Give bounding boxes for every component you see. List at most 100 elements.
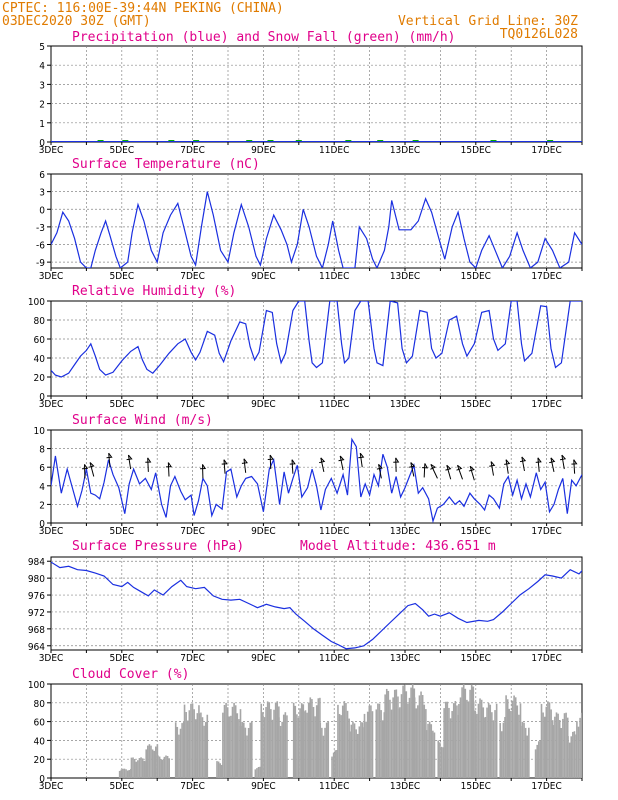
cloud-bar xyxy=(123,768,126,778)
cloud-bar xyxy=(141,758,144,778)
cloud-bar xyxy=(356,733,359,778)
wind-arrow-head xyxy=(520,456,527,463)
cloud-bar xyxy=(279,725,282,778)
wind-arrow xyxy=(147,457,149,472)
y-tick-label: 2 xyxy=(39,100,45,111)
wind-arrow xyxy=(243,458,247,473)
cloud-bar xyxy=(506,699,509,778)
x-tick-label: 13DEC xyxy=(390,399,420,410)
cloud-bar xyxy=(178,734,180,778)
cloud-bar xyxy=(514,697,517,778)
cloud-bar xyxy=(538,741,540,778)
y-tick-label: 6 xyxy=(39,463,45,474)
cloud-bar xyxy=(489,704,492,778)
cloud-bar xyxy=(186,720,189,778)
cloud-title: Cloud Cover (%) xyxy=(72,667,189,682)
cloud-bar xyxy=(140,757,142,778)
wind-arrow-head xyxy=(468,465,475,472)
wind-arrow xyxy=(127,454,132,470)
cloud-bar xyxy=(278,717,280,778)
cloud-bar xyxy=(158,756,161,778)
cloud-bar xyxy=(325,722,328,778)
wind-arrow-head xyxy=(289,459,296,465)
cloud-bar xyxy=(315,705,318,778)
model-altitude: Model Altitude: 436.651 m xyxy=(300,539,496,554)
cloud-bar xyxy=(375,709,378,778)
cloud-bar xyxy=(430,724,433,778)
panel-plot-area xyxy=(51,437,582,523)
y-tick-label: 5 xyxy=(39,42,45,53)
cloud-bar xyxy=(573,731,576,778)
cloud-bar xyxy=(225,702,227,778)
cloud-bar xyxy=(393,689,396,778)
cloud-bar xyxy=(266,701,269,778)
x-tick-label: 13DEC xyxy=(390,271,420,282)
cloud-bar xyxy=(239,725,242,778)
cloud-bar xyxy=(467,701,470,778)
cloud-bar xyxy=(222,712,224,778)
x-tick-label: 13DEC xyxy=(390,145,420,156)
cloud-bar xyxy=(558,720,561,778)
cloud-bar xyxy=(499,723,501,778)
y-tick-label: 972 xyxy=(28,608,45,619)
cloud-bar xyxy=(405,691,408,778)
cloud-bar xyxy=(452,703,455,778)
cloud-bar xyxy=(572,731,574,778)
wind-arrow-head xyxy=(338,455,345,462)
cloud-bar xyxy=(567,736,569,778)
cloud-bar xyxy=(523,722,525,778)
cloud-bar xyxy=(408,697,411,778)
cloud-bar xyxy=(580,712,582,778)
x-tick-label: 17DEC xyxy=(531,781,561,792)
panel-5: 0 20 40 60 80 100 3DEC 5DEC 7DEC 9DEC 11DEC 13DEC 15… xyxy=(28,680,583,792)
cloud-bar xyxy=(446,701,449,778)
cloud-bar xyxy=(343,701,346,778)
wind-arrow xyxy=(423,463,426,478)
cloud-bar xyxy=(256,768,258,778)
cloud-bar xyxy=(194,719,197,778)
cloud-bar xyxy=(331,756,333,778)
cloud-bar xyxy=(383,712,386,778)
panel-2: 0 20 40 60 80 100 3DEC 5DEC 7DEC 9DEC 11DEC 13DEC 15… xyxy=(28,297,583,410)
series-line xyxy=(51,301,582,378)
cloud-bar xyxy=(190,703,192,778)
cloud-bar xyxy=(410,687,412,778)
cloud-bar xyxy=(126,770,129,778)
x-tick-label: 7DEC xyxy=(180,271,205,282)
cloud-bar xyxy=(516,705,519,778)
cloud-bar xyxy=(459,697,462,778)
wind-arrow xyxy=(378,464,382,479)
wind-arrow xyxy=(339,455,344,471)
wind-arrow xyxy=(550,457,555,472)
wind-arrow xyxy=(108,453,111,468)
y-tick-label: 20 xyxy=(34,755,46,766)
cloud-bar xyxy=(188,710,191,778)
cloud-bar xyxy=(363,713,366,778)
panel-1: -9 -6 -3 0 3 6 3DEC 5DEC 7DEC 9DEC 11DEC 13DEC 15DEC… xyxy=(36,170,583,282)
wind-arrow xyxy=(359,453,363,468)
cloud-bar xyxy=(135,761,138,778)
x-tick-label: 7DEC xyxy=(180,526,205,537)
x-tick-label: 5DEC xyxy=(109,399,134,410)
cloud-bar xyxy=(568,742,571,778)
x-tick-label: 15DEC xyxy=(461,145,491,156)
cloud-bar xyxy=(268,702,271,778)
y-tick-label: 6 xyxy=(39,170,45,181)
cloud-bar xyxy=(120,769,123,778)
cloud-bar xyxy=(577,726,580,778)
y-tick-label: 60 xyxy=(34,335,46,346)
y-tick-label: 100 xyxy=(28,680,45,691)
cloud-bar xyxy=(547,701,549,778)
x-tick-label: 9DEC xyxy=(251,526,276,537)
cloud-bar xyxy=(575,734,577,778)
cloud-bar xyxy=(418,695,421,778)
cloud-bar xyxy=(233,702,235,778)
wind-arrow-head xyxy=(456,464,463,471)
cloud-bar xyxy=(480,699,483,778)
cloud-bar xyxy=(428,721,431,778)
panel-4: 964 968 972 976 980 984 3DEC 5DEC 7DEC 9DEC 11DEC 1… xyxy=(28,556,583,664)
cloud-bar xyxy=(322,735,325,778)
wind-arrow-head xyxy=(535,457,542,463)
cloud-bar xyxy=(226,707,229,778)
